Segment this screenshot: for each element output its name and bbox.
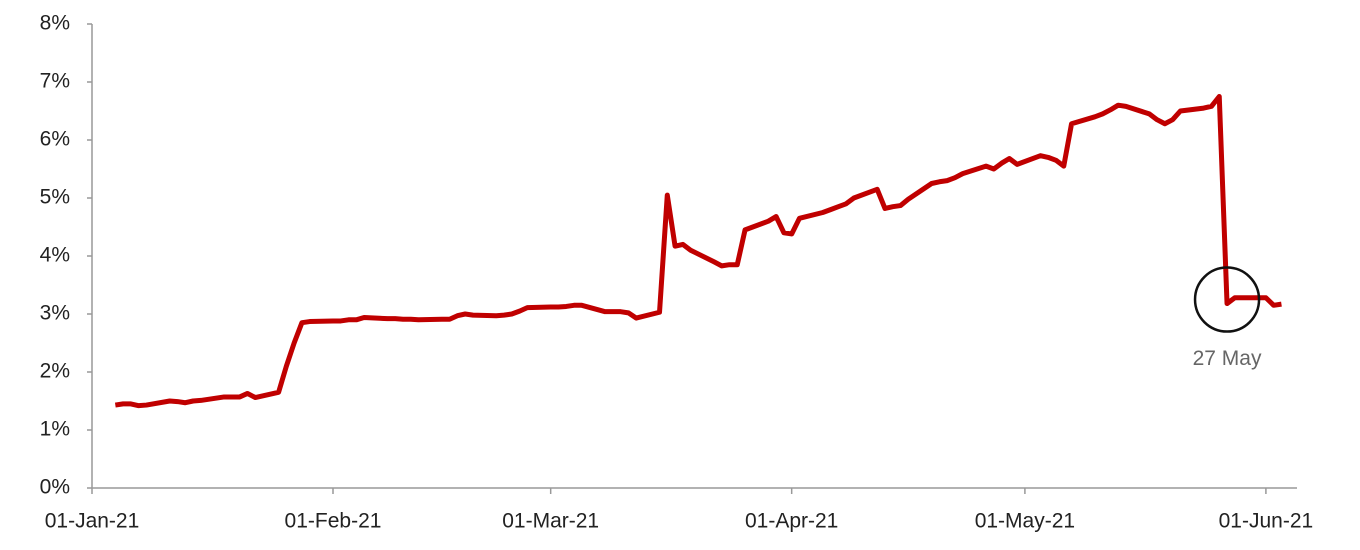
y-tick-label: 0% <box>40 476 70 499</box>
y-tick-label: 3% <box>40 302 70 325</box>
x-tick-label: 01-Jun-21 <box>1219 510 1314 533</box>
y-tick-label: 2% <box>40 360 70 383</box>
y-tick-label: 7% <box>40 70 70 93</box>
y-tick-label: 8% <box>40 12 70 35</box>
y-tick-label: 1% <box>40 418 70 441</box>
x-tick-label: 01-Apr-21 <box>745 510 838 533</box>
y-tick-label: 5% <box>40 186 70 209</box>
y-tick-label: 6% <box>40 128 70 151</box>
x-tick-label: 01-May-21 <box>975 510 1075 533</box>
x-tick-label: 01-Jan-21 <box>45 510 140 533</box>
x-tick-label: 01-Feb-21 <box>285 510 382 533</box>
x-tick-label: 01-Mar-21 <box>502 510 599 533</box>
annotation-circle <box>1193 266 1261 333</box>
annotation-label: 27 May <box>1193 347 1262 370</box>
y-tick-label: 4% <box>40 244 70 267</box>
line <box>114 94 1282 409</box>
